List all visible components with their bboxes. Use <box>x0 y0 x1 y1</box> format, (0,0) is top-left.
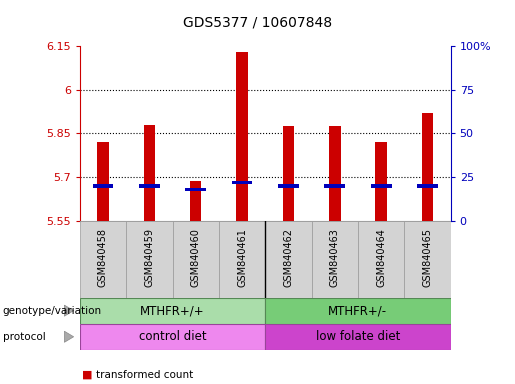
Text: GSM840458: GSM840458 <box>98 228 108 287</box>
Text: transformed count: transformed count <box>96 370 194 380</box>
Bar <box>283 126 294 221</box>
Bar <box>265 221 312 298</box>
Text: MTHFR+/+: MTHFR+/+ <box>140 304 205 317</box>
Bar <box>265 324 451 350</box>
Text: genotype/variation: genotype/variation <box>3 306 101 316</box>
Bar <box>80 221 126 298</box>
Text: GSM840459: GSM840459 <box>144 228 154 287</box>
Polygon shape <box>64 305 74 316</box>
Text: protocol: protocol <box>3 332 45 342</box>
Bar <box>139 184 160 188</box>
Bar <box>324 184 345 188</box>
Text: GDS5377 / 10607848: GDS5377 / 10607848 <box>183 15 332 29</box>
Bar <box>80 298 265 324</box>
Bar <box>422 113 433 221</box>
Text: control diet: control diet <box>139 330 207 343</box>
Text: GSM840460: GSM840460 <box>191 228 201 287</box>
Bar <box>417 184 438 188</box>
Bar <box>144 125 155 221</box>
Bar <box>173 221 219 298</box>
Bar <box>371 184 391 188</box>
Bar <box>93 184 113 188</box>
Bar <box>312 221 358 298</box>
Bar <box>265 298 451 324</box>
Bar <box>358 221 404 298</box>
Bar <box>236 52 248 221</box>
Text: GSM840461: GSM840461 <box>237 228 247 287</box>
Text: GSM840465: GSM840465 <box>422 228 433 287</box>
Text: ■: ■ <box>82 370 93 380</box>
Text: low folate diet: low folate diet <box>316 330 400 343</box>
Bar <box>278 184 299 188</box>
Bar <box>190 182 201 221</box>
Bar <box>232 180 252 184</box>
Bar <box>329 126 340 221</box>
Text: MTHFR+/-: MTHFR+/- <box>329 304 387 317</box>
Text: GSM840463: GSM840463 <box>330 228 340 287</box>
Bar <box>80 324 265 350</box>
Bar <box>404 221 451 298</box>
Bar <box>97 142 109 221</box>
Bar <box>219 221 265 298</box>
Bar <box>126 221 173 298</box>
Text: GSM840464: GSM840464 <box>376 228 386 287</box>
Bar <box>185 188 206 191</box>
Bar <box>375 142 387 221</box>
Text: GSM840462: GSM840462 <box>283 228 294 287</box>
Polygon shape <box>64 331 74 342</box>
